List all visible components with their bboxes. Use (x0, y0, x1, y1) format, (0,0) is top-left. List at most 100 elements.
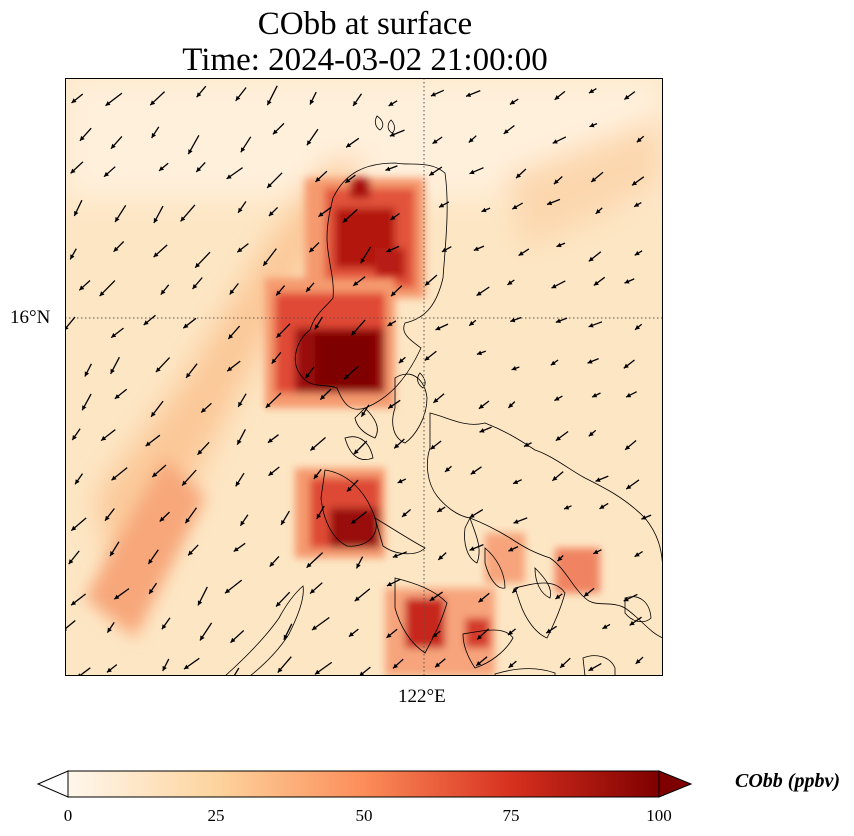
wind-arrow-head (547, 200, 553, 206)
wind-arrow-head (554, 95, 560, 100)
wind-arrow-head (354, 596, 360, 602)
wind-arrow-head (476, 291, 482, 296)
wind-arrow-head (309, 99, 315, 105)
wind-arrow-head (392, 553, 398, 558)
wind-arrow-head (240, 147, 246, 153)
wind-arrow-head (476, 661, 482, 666)
wind-arrow-head (429, 596, 435, 601)
wind-arrow-head (435, 662, 441, 668)
wind-arrow-head (71, 98, 77, 103)
wind-arrow-head (360, 258, 365, 264)
colorbar-tick-50: 50 (355, 806, 373, 825)
wind-arrow-head (564, 505, 570, 510)
wind-arrow-head (553, 179, 559, 185)
wind-arrow-head (402, 512, 407, 517)
wind-arrow-head (634, 250, 640, 256)
wind-arrow-head (512, 204, 518, 210)
wind-arrow-head (385, 166, 391, 171)
wind-arrow-head (438, 555, 444, 560)
wind-arrow-head (159, 516, 165, 522)
wind-arrow-head (82, 405, 87, 411)
wind-arrow-head (635, 325, 640, 330)
wind-arrow-head (394, 443, 400, 449)
wind-arrow-head (268, 211, 274, 216)
wind-arrow-head (508, 547, 514, 552)
wind-arrow-head (398, 358, 404, 364)
wind-arrow-head (388, 403, 394, 409)
wind-arrow-head (226, 174, 232, 179)
wind-arrow-head (555, 594, 561, 599)
wind-arrow-head (68, 559, 74, 565)
wind-arrow-head (159, 166, 164, 171)
wind-arrow-head (227, 366, 233, 372)
wind-arrow-head (445, 467, 450, 472)
wind-arrow-head (634, 552, 640, 557)
wind-arrow-head (588, 323, 594, 328)
wind-arrow-head (513, 519, 519, 524)
wind-arrow-head (555, 318, 561, 323)
wind-arrow-head (424, 355, 430, 361)
wind-arrow-head (197, 600, 203, 606)
map-title: CObb at surface (257, 6, 473, 42)
wind-arrow-head (235, 481, 241, 487)
wind-arrow-head (269, 561, 275, 567)
wind-arrow-head (306, 562, 312, 568)
wind-arrow-head (75, 479, 80, 485)
wind-arrow-head (391, 291, 396, 297)
wind-arrow-head (476, 350, 482, 356)
wind-arrow-head (197, 449, 203, 455)
colorbar-tick-100: 100 (646, 806, 672, 825)
wind-arrow-head (437, 507, 443, 512)
wind-arrow-head (228, 334, 234, 339)
wind-arrow-head (111, 475, 117, 481)
wind-arrow-head (342, 217, 348, 223)
wind-arrow-head (479, 428, 485, 433)
colorbar (36, 770, 693, 798)
wind-arrow-head (281, 519, 286, 525)
wind-arrow-head (79, 285, 85, 291)
wind-arrow-head (593, 280, 599, 286)
wind-arrow-head (388, 101, 394, 106)
wind-arrow-head (592, 393, 598, 398)
colorbar-extend-high (658, 770, 693, 798)
wind-arrow-head (624, 94, 630, 100)
colorbar-extend-low (36, 770, 69, 798)
wind-arrow-head (200, 635, 205, 641)
wind-arrow-head (441, 247, 447, 252)
wind-arrow-head (430, 92, 436, 97)
wind-arrow-head (71, 600, 77, 606)
wind-arrow-head (470, 469, 476, 475)
wind-arrow-head (353, 449, 359, 455)
wind-arrow-head (361, 411, 366, 417)
wind-arrow-head (430, 444, 436, 450)
wind-arrow-head (386, 581, 392, 587)
wind-arrow-head (196, 92, 202, 98)
wind-arrow-head (162, 665, 167, 671)
map-plot (65, 78, 663, 676)
wind-arrow-head (634, 202, 640, 207)
wind-arrow-head (150, 100, 156, 106)
wind-arrow-head (555, 436, 561, 441)
wind-arrow-head (390, 215, 396, 220)
wind-arrow-head (318, 212, 324, 217)
wind-arrow-head (188, 550, 193, 556)
wind-arrow-head (508, 662, 514, 668)
wind-arrow-head (546, 628, 552, 634)
wind-arrow-head (591, 177, 597, 182)
wind-arrow-head (101, 435, 107, 441)
wind-arrow-head (626, 392, 632, 398)
wind-arrow-head (143, 320, 149, 325)
wind-arrow-head (313, 473, 319, 479)
wind-arrow-head (268, 470, 274, 476)
wind-arrow-head (115, 216, 120, 222)
wind-arrow-head (344, 374, 349, 380)
wind-arrow-head (153, 217, 159, 223)
wind-arrow-head (512, 588, 518, 593)
wind-arrow-head (306, 140, 312, 146)
wind-arrow-head (70, 254, 75, 260)
wind-arrow-head (509, 99, 515, 105)
wind-arrow-head (589, 88, 595, 94)
wind-arrow-head (469, 320, 475, 326)
wind-arrow-head (238, 207, 243, 213)
wind-arrow-head (235, 95, 241, 101)
